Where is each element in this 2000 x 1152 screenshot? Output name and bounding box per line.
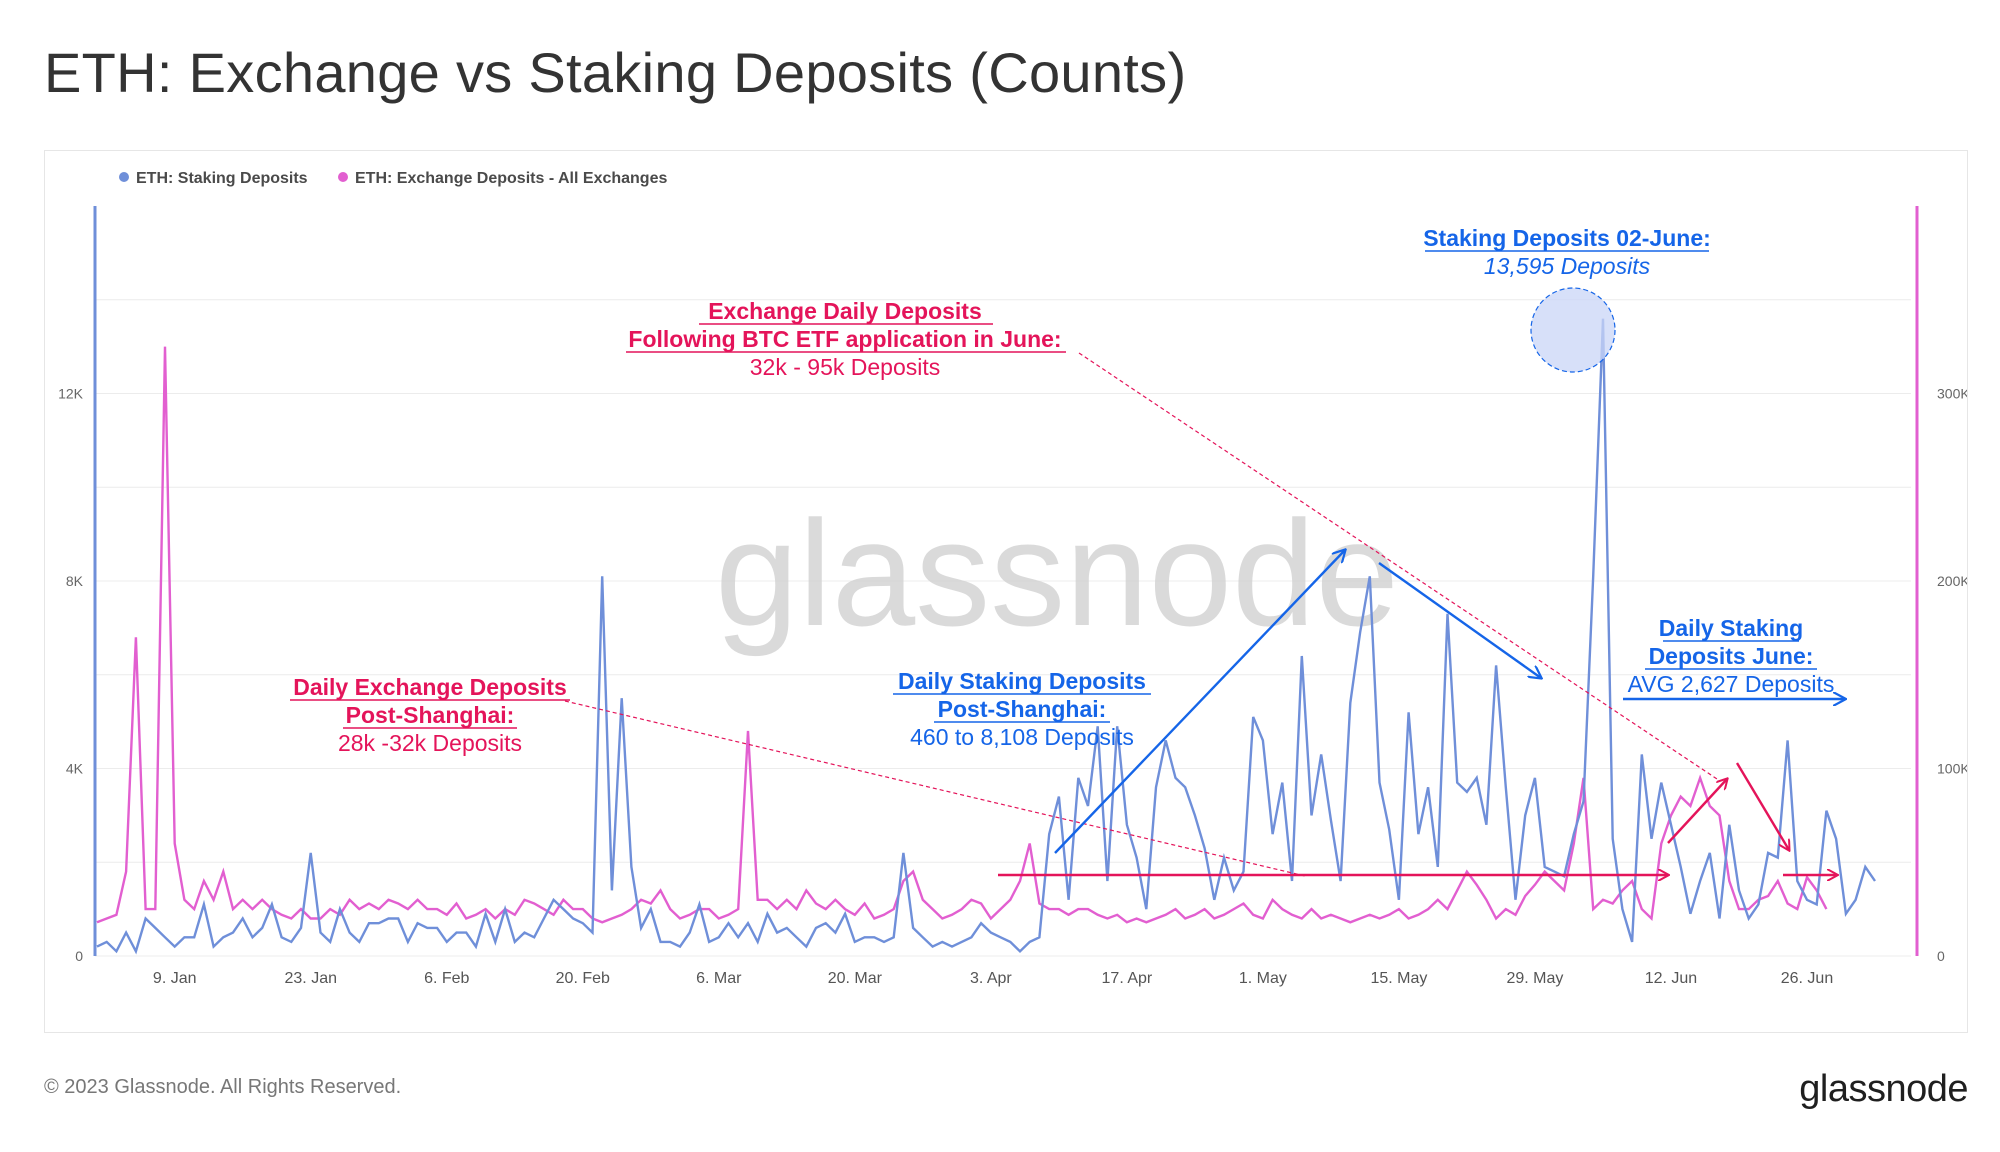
x-tick-label: 20. Mar <box>828 970 883 987</box>
annotation-staking-shanghai: Daily Staking Deposits Post-Shanghai: 46… <box>893 668 1151 750</box>
staking-fall-arrow <box>1378 562 1541 678</box>
annotation-staking-shanghai-title2: Post-Shanghai: <box>938 696 1107 722</box>
series-line-exchange <box>96 346 1828 924</box>
annotation-staking-peak-body: 13,595 Deposits <box>1484 253 1651 279</box>
legend-label-staking[interactable]: ETH: Staking Deposits <box>136 170 308 187</box>
right-axis-ticks: 0 100K 200K 300K <box>1937 386 1967 965</box>
watermark: glassnode <box>715 489 1399 657</box>
footer-copyright: © 2023 Glassnode. All Rights Reserved. <box>44 1076 402 1098</box>
y-right-tick-label: 300K <box>1937 386 1967 402</box>
annotation-exchange-shanghai-title1: Daily Exchange Deposits <box>293 674 567 700</box>
x-tick-label: 3. Apr <box>970 970 1012 987</box>
annotation-exchange-june: Exchange Daily Deposits Following BTC ET… <box>626 298 1066 380</box>
annotation-staking-peak-title: Staking Deposits 02-June: <box>1423 225 1711 251</box>
x-tick-label: 6. Mar <box>696 970 742 987</box>
staking-rise-arrow <box>1054 550 1345 854</box>
series-line-staking <box>96 318 1876 955</box>
exchange-june-rise-arrow <box>1667 779 1727 844</box>
y-left-tick-label: 0 <box>75 948 83 964</box>
connector-exchange-june <box>1078 352 1721 782</box>
annotation-graphics <box>564 287 1845 877</box>
annotation-exchange-shanghai-body: 28k -32k Deposits <box>338 730 522 756</box>
y-right-tick-label: 200K <box>1937 573 1967 589</box>
annotation-staking-shanghai-body: 460 to 8,108 Deposits <box>910 724 1134 750</box>
x-tick-label: 12. Jun <box>1645 970 1697 987</box>
annotation-staking-shanghai-title1: Daily Staking Deposits <box>898 668 1146 694</box>
annotation-staking-june-body: AVG 2,627 Deposits <box>1628 671 1835 697</box>
left-axis-ticks: 0 4K 8K 12K <box>58 386 84 965</box>
x-tick-label: 9. Jan <box>153 970 197 987</box>
chart-frame: ETH: Staking Deposits ETH: Exchange Depo… <box>44 150 1968 1033</box>
x-tick-label: 23. Jan <box>285 970 337 987</box>
x-tick-label: 6. Feb <box>424 970 469 987</box>
annotation-exchange-june-title2: Following BTC ETF application in June: <box>628 326 1061 352</box>
x-tick-label: 26. Jun <box>1781 970 1833 987</box>
chart-svg: ETH: Staking Deposits ETH: Exchange Depo… <box>58 170 1967 987</box>
peak-highlight-circle <box>1530 287 1616 373</box>
y-left-tick-label: 12K <box>58 386 84 402</box>
x-tick-label: 1. May <box>1239 970 1287 987</box>
x-axis-ticks: 9. Jan 23. Jan 6. Feb 20. Feb 6. Mar 20. Mar 3… <box>153 970 1833 987</box>
legend-swatch-exchange <box>338 172 348 182</box>
x-tick-label: 20. Feb <box>556 970 610 987</box>
legend-label-exchange[interactable]: ETH: Exchange Deposits - All Exchanges <box>355 170 667 187</box>
x-tick-label: 17. Apr <box>1102 970 1153 987</box>
legend-swatch-staking <box>119 172 129 182</box>
footer-brand-logo: glassnode <box>1799 1068 1968 1110</box>
connector-exchange-shanghai <box>564 700 1306 877</box>
y-left-tick-label: 8K <box>66 573 84 589</box>
annotation-exchange-shanghai-title2: Post-Shanghai: <box>346 702 515 728</box>
y-right-tick-label: 100K <box>1937 761 1967 777</box>
chart-legend: ETH: Staking Deposits ETH: Exchange Depo… <box>119 170 667 187</box>
x-tick-label: 29. May <box>1506 970 1563 987</box>
y-right-tick-label: 0 <box>1937 948 1945 964</box>
annotation-exchange-june-title1: Exchange Daily Deposits <box>708 298 982 324</box>
annotation-staking-june-title2: Deposits June: <box>1649 643 1814 669</box>
y-left-tick-label: 4K <box>66 761 84 777</box>
chart-grid <box>95 299 1911 957</box>
annotation-staking-peak: Staking Deposits 02-June: 13,595 Deposit… <box>1423 225 1711 279</box>
exchange-june-fall-arrow <box>1735 762 1789 850</box>
annotation-staking-june-title1: Daily Staking <box>1659 615 1803 641</box>
annotation-exchange-june-body: 32k - 95k Deposits <box>750 354 940 380</box>
x-tick-label: 15. May <box>1370 970 1427 987</box>
page-title: ETH: Exchange vs Staking Deposits (Count… <box>44 41 1187 104</box>
annotation-exchange-shanghai: Daily Exchange Deposits Post-Shanghai: 2… <box>290 674 570 756</box>
annotation-staking-june: Daily Staking Deposits June: AVG 2,627 D… <box>1628 615 1835 697</box>
